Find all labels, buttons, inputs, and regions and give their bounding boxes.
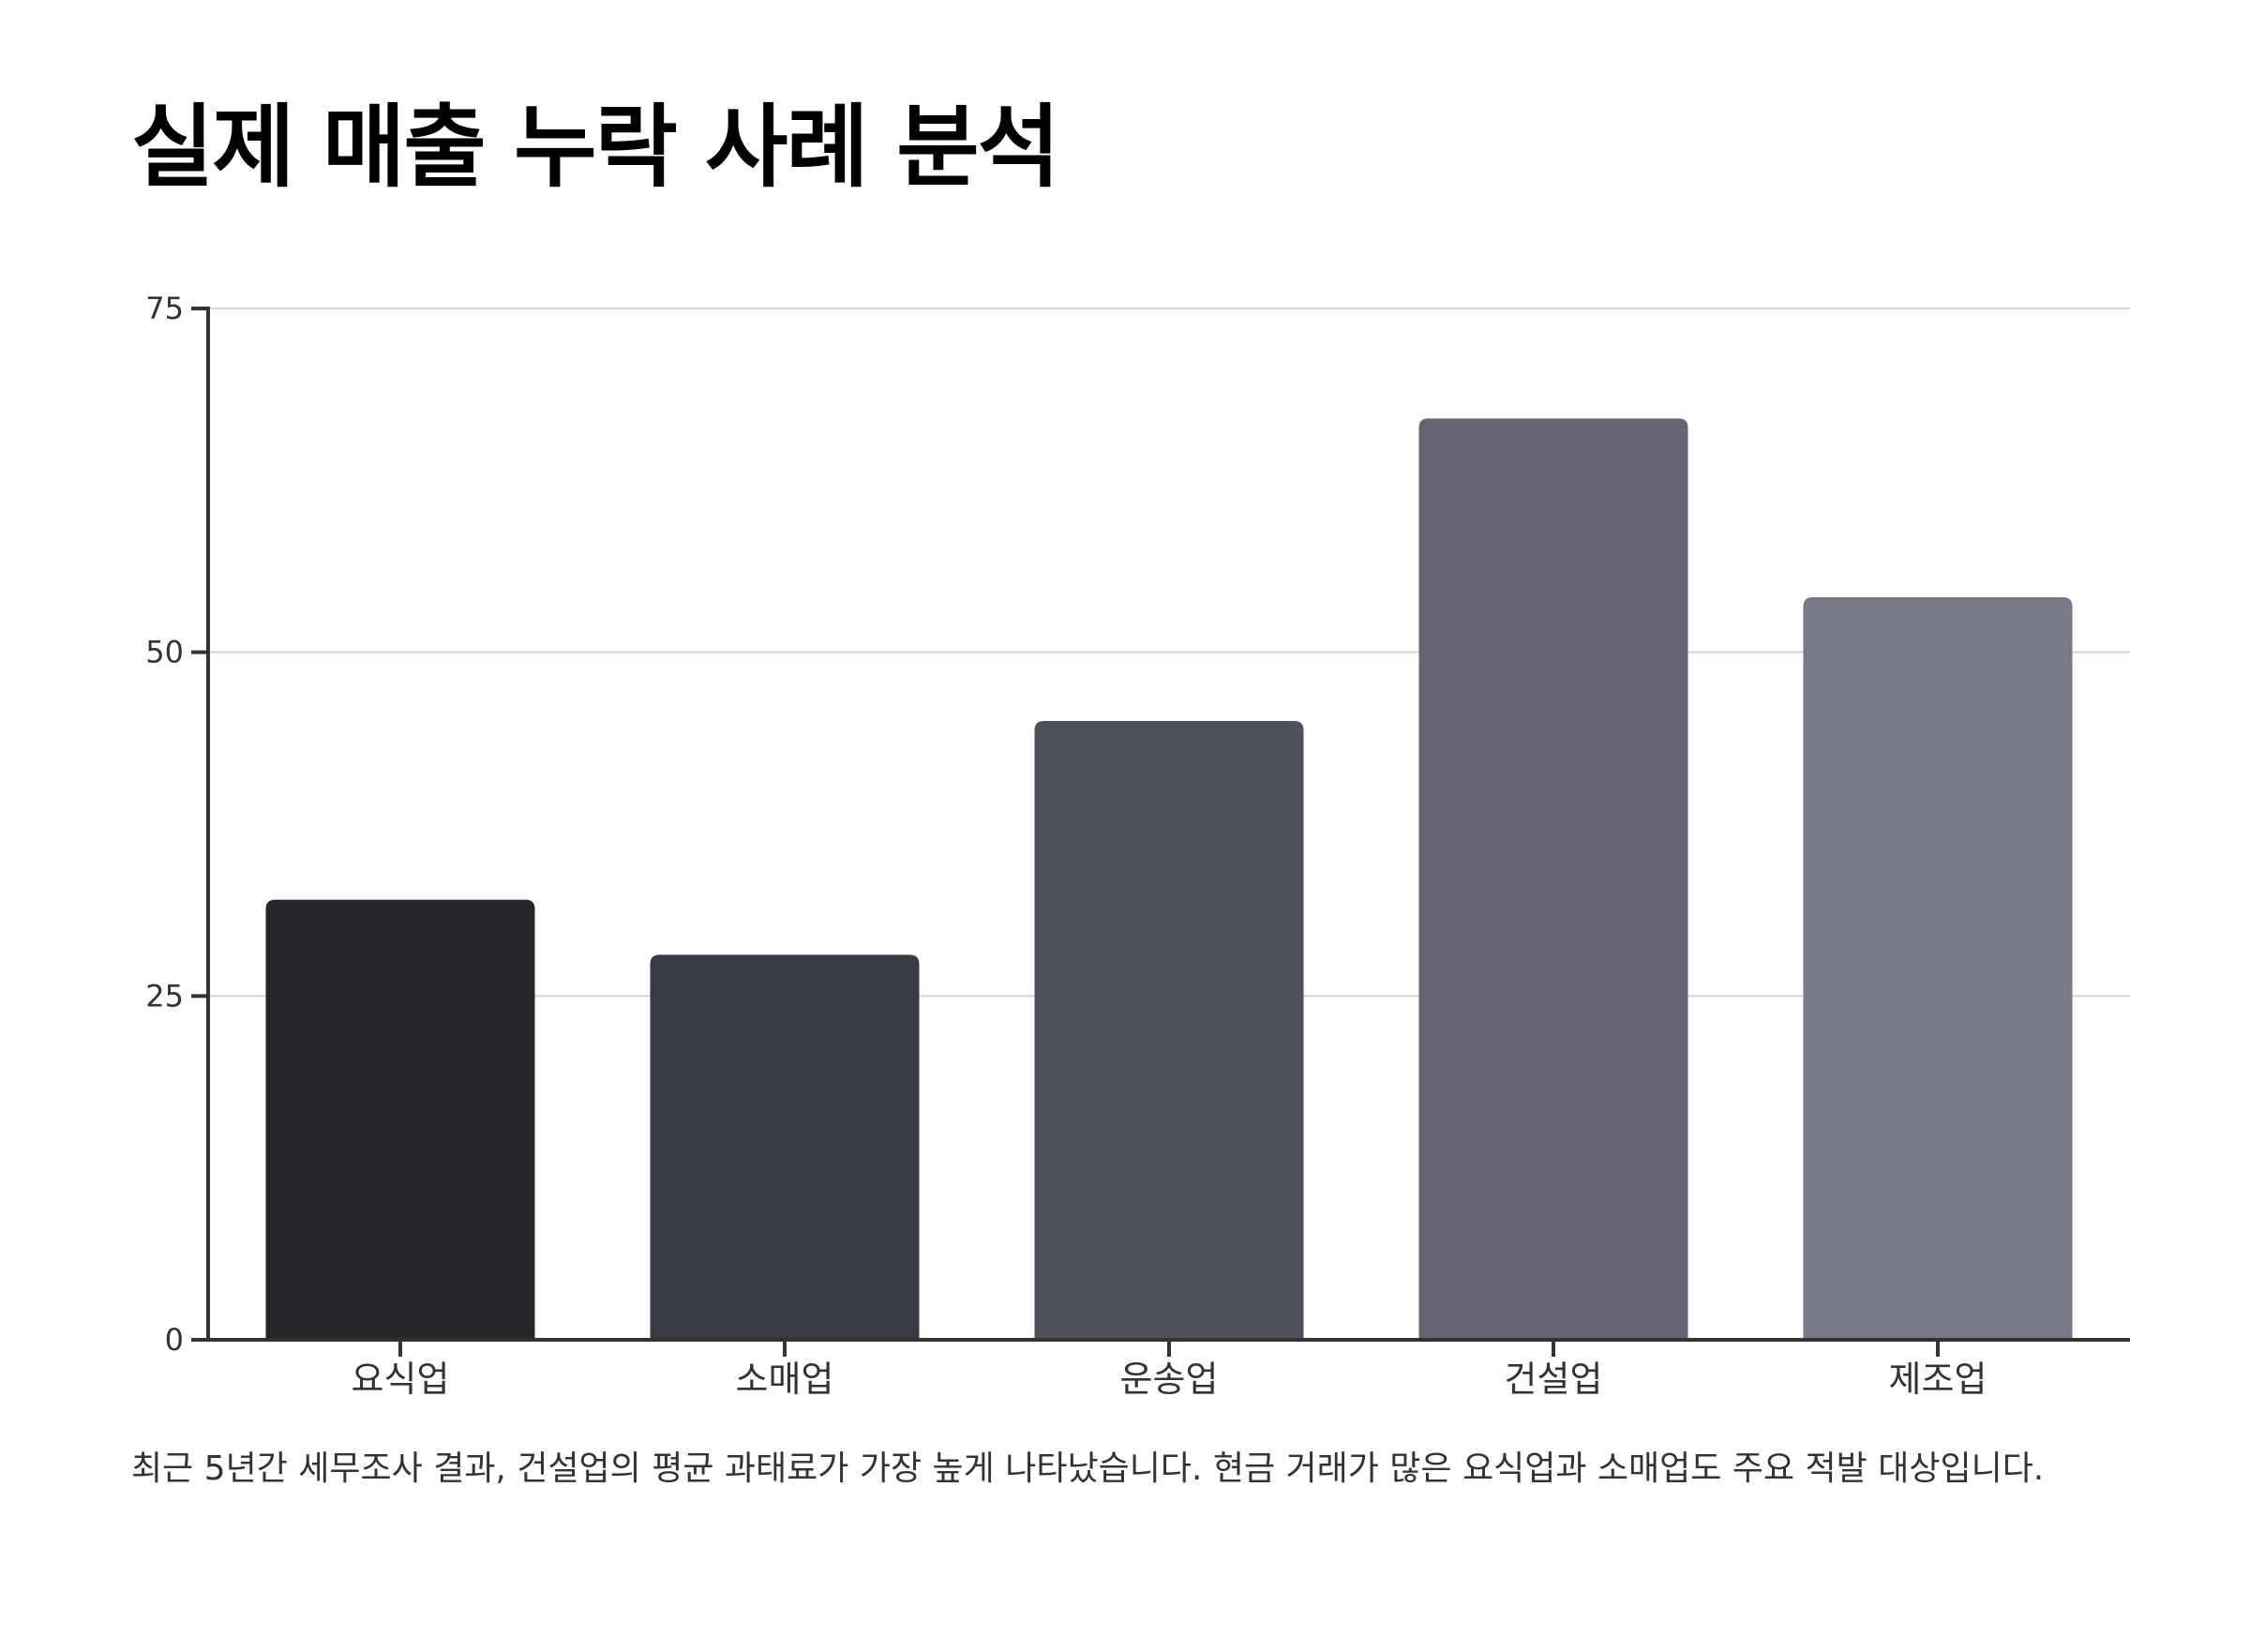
axes (191, 307, 2130, 1357)
axis-labels: 0 25 50 75 요식업 소매업 운송업 건설업 제조업 (145, 291, 1987, 1400)
bar-chart: 0 25 50 75 요식업 소매업 운송업 건설업 제조업 (145, 291, 2130, 1400)
y-tick-label: 75 (145, 291, 184, 326)
x-tick-label: 요식업 (352, 1359, 450, 1400)
x-tick-label: 건설업 (1505, 1359, 1603, 1400)
bars (265, 418, 2073, 1340)
bar-5 (1803, 597, 2073, 1340)
chart-title: 실제 매출 누락 사례 분석 (131, 95, 1060, 200)
x-tick-label: 운송업 (1120, 1359, 1219, 1400)
bar-2 (650, 954, 920, 1340)
x-tick-label: 제조업 (1889, 1359, 1988, 1400)
x-tick-label: 소매업 (736, 1359, 834, 1400)
y-tick-label: 50 (145, 635, 184, 670)
bar-1 (265, 899, 535, 1340)
bar-3 (1034, 721, 1304, 1340)
y-tick-label: 25 (145, 978, 184, 1014)
bar-4 (1418, 418, 1688, 1340)
y-tick-label: 0 (165, 1322, 184, 1358)
chart-caption: 최근 5년간 세무조사 결과, 건설업의 평균 과태료가 가장 높게 나타났습니… (131, 1449, 2045, 1488)
